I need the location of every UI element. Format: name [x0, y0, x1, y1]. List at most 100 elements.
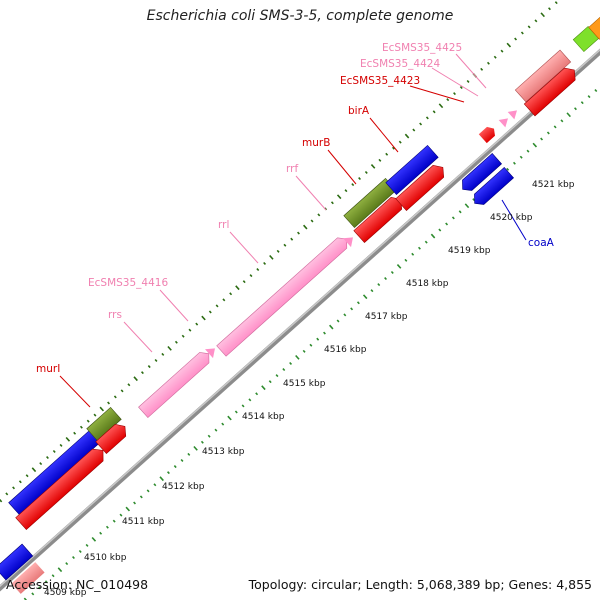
tick-mark [52, 449, 56, 453]
trna-block-ecsms35-4424 [498, 118, 508, 128]
tick-mark [580, 101, 584, 105]
tick-mark [587, 95, 591, 99]
gene-label-murb: murB [302, 137, 330, 149]
tick-mark [520, 31, 524, 35]
tick-mark [336, 194, 342, 200]
tick-mark [506, 167, 510, 171]
tick-mark [146, 489, 150, 493]
tick-mark [377, 283, 381, 287]
tick-mark [506, 42, 512, 48]
tick-mark [390, 270, 394, 274]
callout-line-rrs [123, 321, 153, 353]
tick-mark [105, 525, 109, 529]
tick-mark [297, 231, 300, 235]
callout-line-rrf [295, 175, 327, 211]
tick-mark [59, 443, 63, 447]
tick-mark [12, 486, 16, 490]
tick-mark [276, 249, 280, 253]
map-title: Escherichia coli SMS-3-5, complete genom… [146, 8, 454, 24]
cds-red-block [15, 448, 104, 531]
tick-mark [404, 258, 408, 262]
tick-mark [214, 428, 218, 432]
trna-block-ecsms35-4416 [205, 348, 215, 359]
kbp-label: 4517 kbp [365, 312, 408, 322]
tick-mark [153, 483, 157, 487]
tick-mark [85, 543, 89, 547]
tick-mark [540, 137, 544, 141]
rrna-block-rrf [343, 237, 353, 248]
tick-mark [31, 592, 35, 596]
callout-line-rrl [229, 231, 259, 264]
tick-mark [261, 385, 266, 391]
cds-blue-block-coaa-2 [474, 167, 514, 205]
tick-mark [133, 376, 138, 382]
tick-mark [201, 315, 206, 321]
tick-mark [221, 422, 225, 426]
gene-label-rrf: rrf [286, 163, 298, 175]
tick-mark [57, 567, 63, 573]
kbp-label: 4510 kbp [84, 553, 127, 563]
tick-mark [256, 268, 260, 272]
tick-mark [39, 462, 43, 466]
callout-line-ecsms35-4416 [159, 289, 189, 322]
cds-red-block-ecsms35-4423 [478, 126, 495, 144]
tick-mark [51, 574, 55, 578]
tick-mark [180, 458, 184, 462]
tick-mark [200, 440, 204, 444]
tick-mark [91, 536, 97, 542]
tick-mark [566, 112, 571, 118]
tick-mark [412, 128, 416, 132]
tick-mark [384, 277, 388, 281]
inner-tick-row [23, 89, 598, 600]
tick-mark [411, 252, 415, 256]
tick-mark [445, 222, 449, 226]
tick-mark [356, 301, 360, 305]
tick-mark [309, 343, 313, 347]
tick-mark [181, 334, 185, 338]
kbp-label: 4520 kbp [490, 213, 533, 223]
tick-mark [350, 307, 354, 311]
tick-mark [378, 158, 382, 162]
gene-label-ecsms35-4425: EcSMS35_4425 [382, 42, 462, 54]
tick-mark [86, 419, 90, 423]
tick-mark [317, 213, 321, 217]
tick-mark [38, 586, 42, 590]
tick-mark [336, 319, 340, 323]
cds-red-block-upper [523, 67, 576, 117]
tick-mark [282, 368, 286, 372]
tick-mark [546, 131, 550, 135]
kbp-label: 4512 kbp [162, 482, 205, 492]
outer-tick-row [0, 1, 558, 503]
tick-mark [316, 337, 320, 341]
tick-mark [500, 49, 504, 53]
tick-mark [93, 413, 97, 417]
tick-mark [133, 501, 137, 505]
tick-mark [295, 354, 300, 360]
tick-mark [227, 415, 232, 421]
tick-mark [65, 436, 71, 442]
tick-mark [174, 340, 178, 344]
tick-mark [0, 498, 3, 503]
tick-mark [159, 476, 164, 482]
tick-mark [430, 233, 436, 239]
tick-mark [438, 103, 444, 109]
tick-mark [302, 349, 306, 353]
tick-mark [167, 345, 172, 351]
tick-mark [323, 331, 326, 335]
tick-mark [248, 398, 252, 402]
tick-mark [364, 170, 368, 174]
tick-mark [532, 142, 538, 148]
tick-mark [351, 183, 355, 187]
tick-mark [310, 219, 314, 223]
tick-mark [107, 401, 111, 405]
gene-label-rrs: rrs [108, 309, 122, 321]
tick-mark [553, 125, 557, 129]
tick-mark [242, 280, 246, 284]
gene-label-muri: murI [36, 363, 60, 375]
kbp-label: 4516 kbp [324, 345, 367, 355]
cds-blue-block-edge [0, 543, 34, 581]
tick-mark [289, 361, 293, 365]
tick-mark [99, 406, 105, 412]
tick-mark [154, 358, 158, 362]
